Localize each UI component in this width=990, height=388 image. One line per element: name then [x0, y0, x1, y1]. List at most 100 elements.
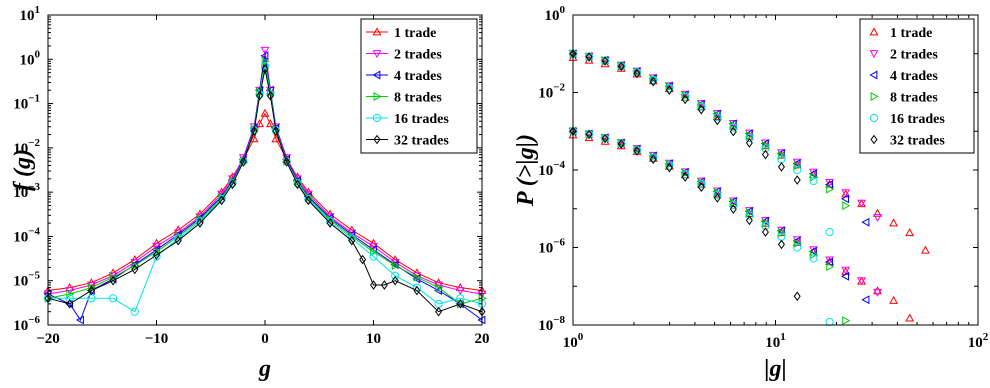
left-point — [66, 289, 75, 299]
right-point — [681, 168, 690, 178]
left-series-6 — [44, 64, 486, 317]
right-point — [792, 236, 801, 246]
left-point — [260, 51, 269, 61]
right-series-2 — [568, 50, 882, 222]
left-point — [130, 307, 139, 316]
left-x-tick-label: −10 — [145, 331, 169, 347]
right-point — [744, 207, 754, 216]
right-point — [728, 119, 737, 129]
left-x-tick-label: 10 — [366, 331, 381, 347]
left-legend-marker — [373, 134, 381, 145]
right-legend-marker — [869, 27, 879, 36]
right-point — [649, 153, 658, 162]
right-point — [665, 161, 674, 170]
right-point — [889, 218, 899, 227]
left-y-tick-label: 100 — [20, 48, 41, 68]
left-y-tick-label: 10−2 — [13, 137, 40, 157]
left-series-line — [47, 61, 483, 305]
right-y-tick-label: 10−2 — [538, 82, 565, 102]
left-point — [131, 261, 140, 270]
right-point — [793, 165, 802, 175]
left-point — [174, 235, 182, 246]
right-point — [761, 227, 769, 237]
left-legend-marker — [373, 92, 382, 101]
right-point — [745, 138, 753, 148]
right-point — [713, 193, 721, 203]
right-point — [857, 277, 866, 286]
right-point — [762, 141, 771, 150]
left-point — [75, 315, 84, 325]
left-chart: −20 −10 0 10 20 10−6 10−5 10−4 10−3 10−2 10−1 100 10… — [10, 4, 490, 382]
right-point — [633, 146, 641, 156]
left-point — [326, 217, 335, 226]
left-y-tick-label: 10−6 — [13, 314, 40, 334]
left-legend-marker — [372, 70, 381, 80]
right-point — [861, 217, 870, 227]
right-point — [808, 169, 817, 179]
right-point — [697, 104, 705, 115]
right-point — [760, 217, 770, 226]
right-point — [905, 313, 915, 322]
left-y-tick-label: 10−4 — [13, 225, 40, 245]
left-point — [109, 275, 117, 286]
right-point — [809, 254, 818, 263]
right-point — [665, 85, 673, 95]
right-point — [649, 154, 657, 165]
left-point — [391, 261, 400, 270]
right-point — [761, 149, 769, 160]
left-legend-label: 16 trades — [394, 112, 449, 127]
left-legend-box — [360, 18, 478, 154]
left-point — [359, 254, 367, 265]
right-point — [825, 317, 834, 327]
left-y-tick-label: 101 — [20, 4, 41, 24]
left-point — [370, 247, 379, 257]
left-point — [260, 46, 270, 55]
right-point — [729, 123, 738, 132]
right-point — [810, 250, 819, 259]
right-point — [841, 189, 851, 198]
right-point — [728, 196, 737, 206]
right-point — [729, 126, 737, 137]
left-y-tick-label: 10−1 — [13, 93, 40, 113]
right-point — [808, 246, 817, 256]
left-point — [195, 217, 204, 226]
left-point — [326, 218, 334, 228]
right-point — [842, 201, 851, 211]
left-point — [66, 299, 74, 309]
right-point — [824, 257, 833, 267]
right-point — [649, 76, 657, 87]
right-point — [857, 199, 866, 208]
left-series-line — [47, 69, 483, 313]
left-point — [455, 287, 465, 296]
right-point — [760, 216, 769, 226]
right-point — [697, 102, 706, 111]
right-point — [712, 109, 721, 119]
right-point — [762, 218, 771, 228]
left-point — [256, 90, 264, 101]
right-point — [825, 256, 835, 265]
right-point — [841, 194, 850, 204]
right-point — [777, 162, 785, 172]
right-point — [744, 129, 753, 139]
right-point — [712, 186, 721, 196]
right-point — [760, 139, 769, 149]
left-legend-label: 32 trades — [394, 134, 449, 149]
right-point — [793, 291, 801, 302]
right-series-10 — [569, 126, 851, 326]
right-series-5 — [568, 49, 834, 237]
right-point — [729, 200, 738, 210]
left-point — [369, 252, 378, 261]
right-x-tick-label: 100 — [563, 331, 584, 351]
right-legend-label: 2 trades — [890, 48, 938, 63]
right-point — [745, 211, 754, 220]
right-legend-box — [859, 18, 975, 154]
right-point — [841, 266, 851, 275]
right-point — [744, 129, 754, 138]
right-point — [697, 182, 705, 193]
right-point — [857, 276, 866, 285]
right-point — [665, 159, 674, 169]
left-legend-marker — [372, 27, 382, 36]
right-point — [697, 180, 706, 189]
right-legend-label: 16 trades — [890, 112, 945, 127]
right-point — [778, 150, 787, 160]
